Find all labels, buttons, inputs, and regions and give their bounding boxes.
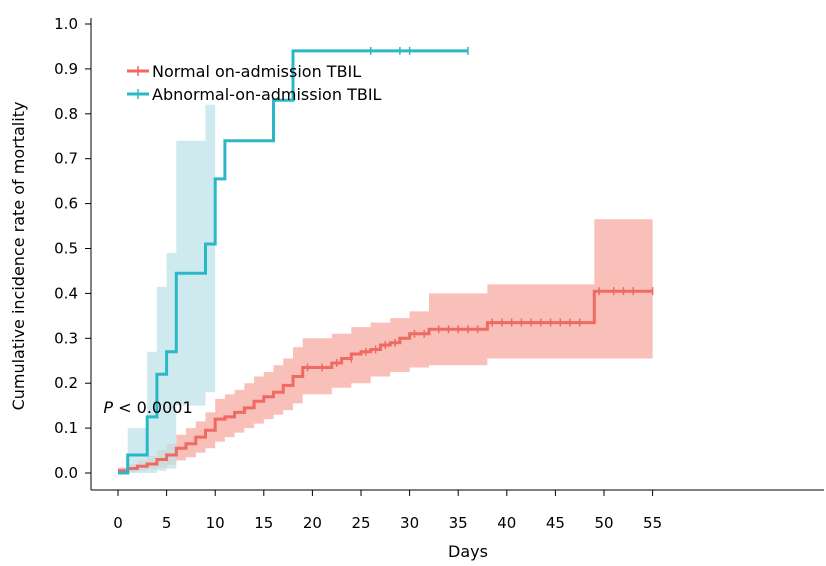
- x-tick-label-4: 20: [303, 514, 322, 532]
- x-tick-label-7: 35: [449, 514, 468, 532]
- x-tick-label-0: 0: [113, 514, 123, 532]
- y-tick-label-5: 0.5: [54, 240, 78, 258]
- censor-marks: [306, 46, 654, 372]
- x-tick-label-5: 25: [351, 514, 370, 532]
- confidence-bands: [118, 104, 653, 474]
- p-value-text: < 0.0001: [113, 398, 193, 417]
- curve-abnormal: [118, 49, 468, 475]
- x-tick-label-10: 50: [594, 514, 613, 532]
- x-ticks: 0 5 10 15 20 25 30 35 40 45 50 55: [113, 490, 662, 532]
- x-tick-label-6: 30: [400, 514, 419, 532]
- x-tick-label-8: 40: [497, 514, 516, 532]
- legend-label-abnormal: Abnormal-on-admission TBIL: [152, 85, 382, 104]
- ci-band-abnormal: [118, 104, 216, 474]
- x-tick-label-9: 45: [546, 514, 565, 532]
- y-tick-label-1: 0.1: [54, 419, 78, 437]
- y-tick-label-3: 0.3: [54, 329, 78, 347]
- x-axis-title: Days: [448, 542, 488, 561]
- y-tick-label-8: 0.8: [54, 105, 78, 123]
- y-tick-label-7: 0.7: [54, 150, 78, 168]
- y-ticks: 0.0 0.1 0.2 0.3 0.4 0.5 0.6 0.7 0.8 0.9 1.0: [54, 15, 91, 482]
- y-tick-label-0: 0.0: [54, 464, 78, 482]
- legend: Normal on-admission TBIL Abnormal-on-adm…: [127, 62, 382, 104]
- x-tick-label-1: 5: [162, 514, 172, 532]
- y-tick-label-6: 0.6: [54, 195, 78, 213]
- x-tick-label-2: 10: [206, 514, 225, 532]
- x-tick-label-3: 15: [254, 514, 273, 532]
- y-tick-label-9: 0.9: [54, 60, 78, 78]
- y-axis-title: Cumulative incidence rate of mortality: [9, 102, 28, 411]
- legend-item-normal: Normal on-admission TBIL: [127, 62, 361, 81]
- p-value-symbol: P: [103, 398, 113, 417]
- legend-label-normal: Normal on-admission TBIL: [152, 62, 361, 81]
- p-value-annotation: P < 0.0001: [103, 398, 192, 417]
- legend-item-abnormal: Abnormal-on-admission TBIL: [127, 85, 382, 104]
- x-tick-label-11: 55: [643, 514, 662, 532]
- y-tick-label-10: 1.0: [54, 15, 78, 33]
- y-tick-label-4: 0.4: [54, 284, 78, 302]
- y-tick-label-2: 0.2: [54, 374, 78, 392]
